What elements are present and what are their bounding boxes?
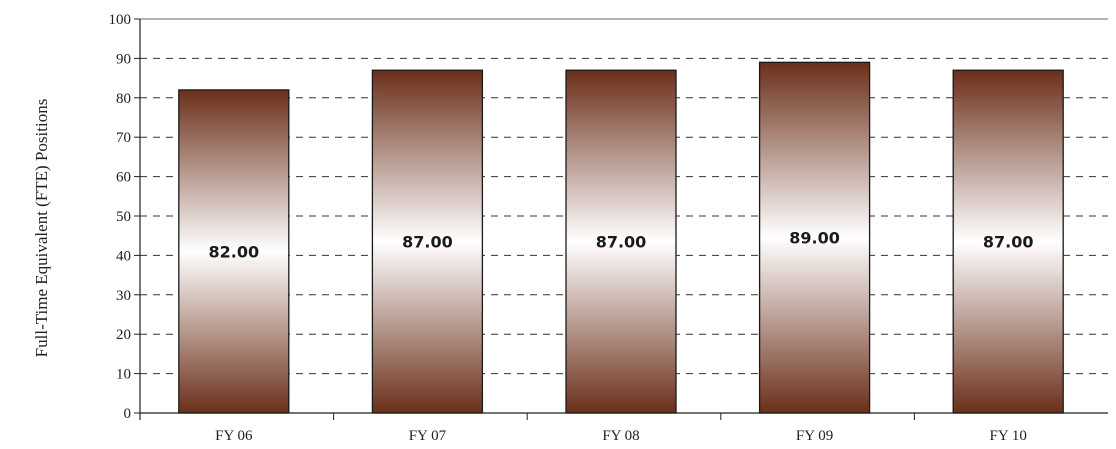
data-label-fy-10: 87.00	[983, 233, 1034, 252]
y-axis-title: Full-Time Equivalent (FTE) Positions	[32, 99, 51, 358]
y-tick-label-70: 70	[116, 130, 131, 146]
y-tick-label-20: 20	[116, 327, 131, 343]
axes	[134, 18, 1108, 420]
bar-fy-07	[371, 69, 484, 414]
data-label-fy-07: 87.00	[402, 233, 453, 252]
x-tick-label-fy-08: FY 08	[602, 428, 639, 444]
y-tick-label-50: 50	[116, 209, 131, 225]
bar-fy-10	[952, 69, 1064, 414]
labels: 0 10 20 30 40 50 60 70 80 90 100 82.00 FY 06 87.00 FY …	[109, 12, 1034, 444]
data-label-fy-08: 87.00	[596, 233, 647, 252]
y-tick-label-40: 40	[116, 248, 131, 264]
y-tick-label-30: 30	[116, 288, 131, 304]
y-tick-label-100: 100	[109, 12, 132, 28]
x-tick-label-fy-07: FY 07	[409, 428, 447, 444]
y-tick-label-60: 60	[116, 170, 131, 186]
y-tick-label-0: 0	[124, 406, 132, 422]
data-label-fy-09: 89.00	[789, 229, 840, 248]
bar-fy-09	[758, 61, 871, 414]
y-tick-label-10: 10	[116, 367, 131, 383]
bar-fy-06	[178, 89, 290, 414]
x-tick-label-fy-06: FY 06	[215, 428, 253, 444]
data-label-fy-06: 82.00	[208, 242, 259, 261]
x-tick-label-fy-09: FY 09	[796, 428, 833, 444]
y-tick-label-90: 90	[116, 51, 131, 67]
x-tick-label-fy-10: FY 10	[990, 428, 1027, 444]
y-tick-label-80: 80	[116, 91, 131, 107]
